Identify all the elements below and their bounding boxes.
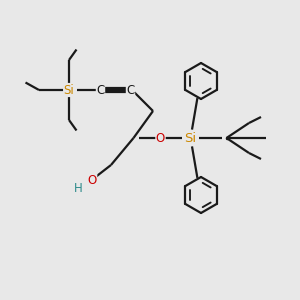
- Text: O: O: [88, 174, 97, 187]
- Text: C: C: [126, 83, 135, 97]
- Text: Si: Si: [64, 83, 74, 97]
- Text: O: O: [156, 131, 165, 145]
- Text: H: H: [74, 182, 83, 195]
- Text: Si: Si: [184, 131, 196, 145]
- Text: C: C: [96, 83, 105, 97]
